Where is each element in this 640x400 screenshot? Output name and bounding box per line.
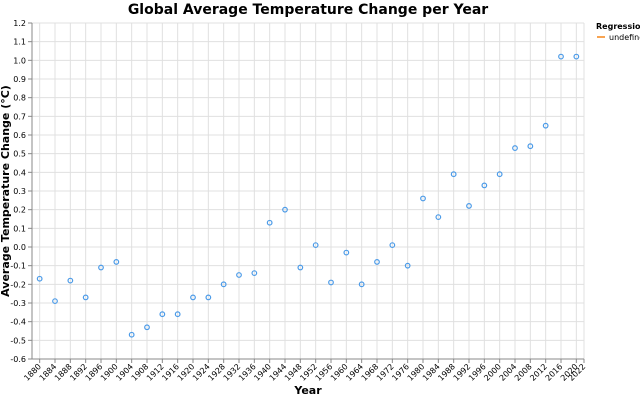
- data-point: [144, 324, 150, 331]
- x-axis-title: Year: [293, 384, 322, 397]
- y-tick-label: -0.1: [10, 262, 26, 271]
- data-point: [297, 264, 304, 271]
- data-point: [527, 143, 534, 150]
- data-point: [466, 203, 472, 209]
- y-tick-label: -0.4: [10, 318, 26, 327]
- data-point: [82, 294, 89, 301]
- data-point: [328, 279, 334, 286]
- data-point: [573, 53, 580, 60]
- data-point: [251, 270, 258, 277]
- data-point: [205, 294, 212, 301]
- data-point: [236, 272, 242, 278]
- data-point: [190, 294, 196, 301]
- y-tick-label: 0.2: [13, 206, 26, 215]
- y-tick-label: 0.5: [13, 150, 26, 159]
- y-tick-label: -0.6: [10, 355, 26, 364]
- data-point: [174, 311, 181, 318]
- data-point: [542, 122, 549, 129]
- chart-title: Global Average Temperature Change per Ye…: [128, 2, 488, 18]
- data-point: [450, 171, 457, 178]
- data-point: [512, 145, 518, 151]
- y-axis-title: Average Temperature Change (°C): [0, 85, 12, 297]
- data-point: [358, 281, 365, 288]
- y-tick-label: -0.5: [10, 336, 26, 345]
- y-tick-label: 0.1: [13, 224, 26, 233]
- axes: -0.6 -0.5 -0.4 -0.3 -0.2 -0.1 0.0 0.1 0.2 0.3 0.4 0…: [10, 19, 587, 383]
- data-point: [374, 259, 380, 265]
- y-tick-label: 0.3: [13, 187, 26, 196]
- y-tick-label: 0.4: [13, 168, 26, 177]
- y-tick-label: -0.3: [10, 299, 26, 308]
- y-tick-label: 1.2: [13, 19, 26, 28]
- y-tick-label: 0.6: [13, 131, 26, 140]
- data-point: [481, 182, 488, 189]
- legend-label: undefined: [609, 33, 640, 42]
- data-point: [128, 331, 135, 338]
- y-tick-label: 0.0: [13, 243, 26, 252]
- legend-title: Regression: [596, 22, 640, 31]
- data-point: [98, 264, 104, 271]
- data-point: [496, 171, 503, 178]
- y-tick-label: 1.0: [13, 56, 26, 65]
- data-point: [113, 259, 120, 265]
- y-tick-label: 0.8: [13, 94, 26, 103]
- legend: Regression undefined: [596, 22, 640, 42]
- data-point: [420, 195, 426, 202]
- data-point: [282, 206, 288, 213]
- data-point: [52, 298, 58, 305]
- data-point: [266, 219, 273, 226]
- data-points: [36, 53, 580, 338]
- data-point: [558, 53, 564, 60]
- y-tick-label: 0.9: [13, 75, 26, 84]
- data-point: [312, 242, 319, 249]
- data-point: [36, 275, 43, 282]
- y-tick-label: 1.1: [13, 38, 26, 47]
- data-point: [67, 277, 74, 284]
- data-point: [220, 281, 227, 288]
- data-point: [389, 242, 396, 249]
- data-point: [435, 214, 442, 221]
- y-tick-label: -0.2: [10, 280, 26, 289]
- data-point: [159, 311, 166, 318]
- y-tick-label: 0.7: [13, 112, 26, 121]
- data-point: [343, 249, 350, 256]
- gridlines: [32, 22, 585, 360]
- data-point: [404, 262, 411, 269]
